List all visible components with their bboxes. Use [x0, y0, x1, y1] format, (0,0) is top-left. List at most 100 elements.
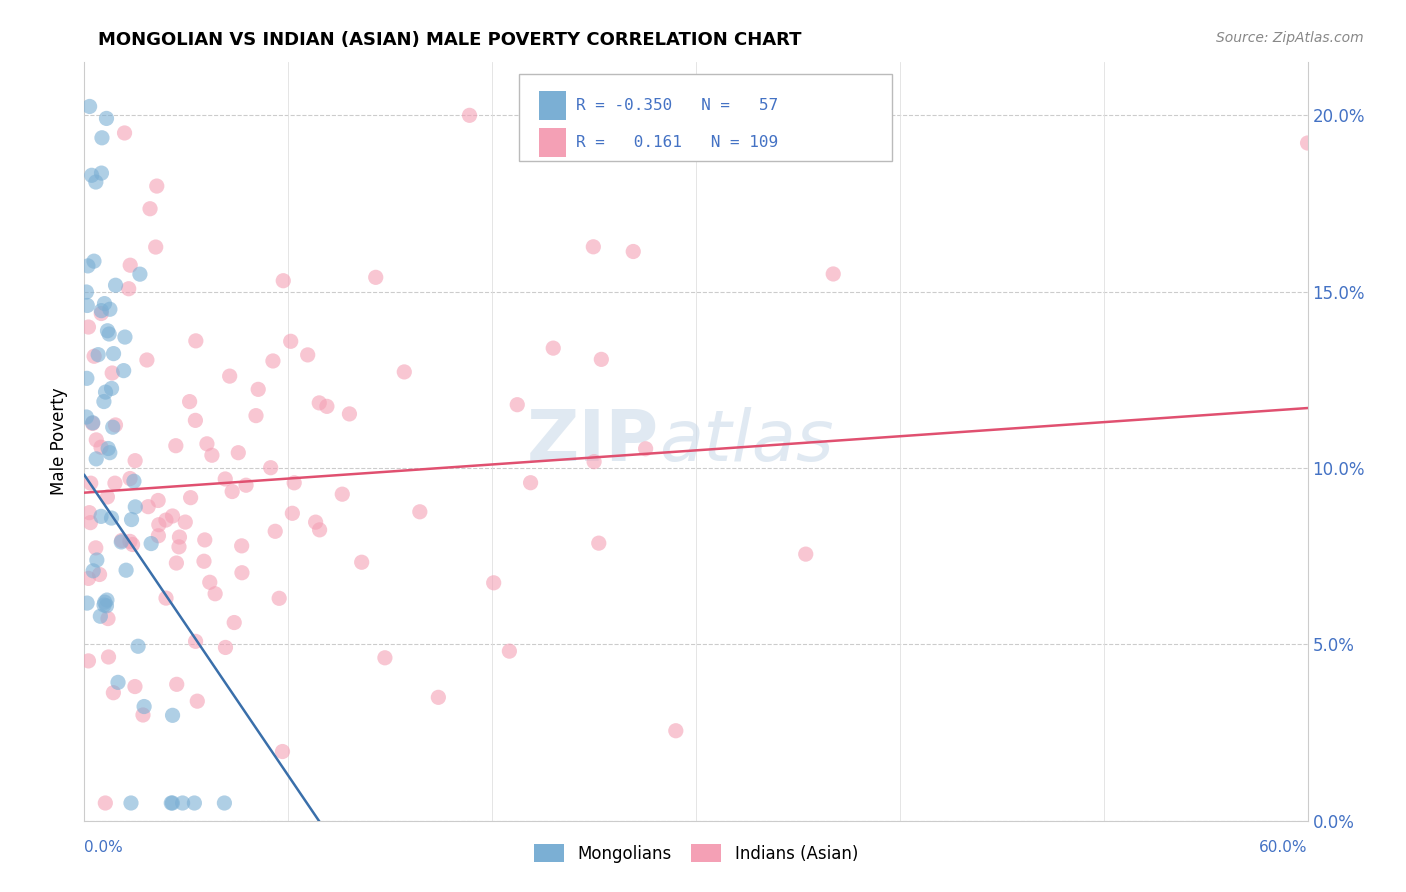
Point [76, 596, 98, 610]
Point [132, 708, 155, 723]
Point [823, 267, 845, 281]
Point [280, 334, 302, 349]
Point [121, 512, 143, 526]
Point [214, 472, 236, 486]
Point [79, 99, 101, 113]
Point [84, 541, 107, 555]
Point [245, 409, 267, 423]
Point [91, 130, 114, 145]
Point [283, 475, 305, 490]
Point [204, 587, 226, 601]
Point [148, 517, 170, 532]
Point [162, 708, 184, 723]
Point [231, 539, 253, 553]
Point [111, 533, 134, 548]
Point [167, 540, 190, 554]
Point [162, 508, 184, 523]
Point [172, 796, 194, 810]
Point [174, 515, 197, 529]
Point [179, 394, 201, 409]
Point [127, 640, 149, 654]
Point [541, 341, 564, 355]
Point [103, 686, 125, 700]
Point [129, 267, 152, 281]
Point [262, 354, 284, 368]
Point [84, 451, 107, 466]
Point [224, 615, 246, 630]
Point [482, 575, 505, 590]
Point [264, 524, 287, 539]
Point [304, 515, 326, 529]
Text: 0.0%: 0.0% [84, 839, 124, 855]
Point [169, 530, 191, 544]
Point [235, 478, 257, 492]
Point [82, 416, 104, 430]
Point [582, 240, 605, 254]
Point [427, 690, 450, 705]
Point [165, 556, 187, 570]
Point [184, 634, 207, 648]
Point [498, 644, 520, 658]
Point [519, 475, 541, 490]
Point [146, 493, 169, 508]
Point [146, 179, 169, 194]
Point [297, 348, 319, 362]
Point [107, 675, 129, 690]
Point [98, 326, 121, 341]
Point [271, 274, 294, 288]
Point [132, 699, 155, 714]
Point [75, 409, 97, 424]
Point [198, 575, 221, 590]
Text: MONGOLIAN VS INDIAN (ASIAN) MALE POVERTY CORRELATION CHART: MONGOLIAN VS INDIAN (ASIAN) MALE POVERTY… [98, 31, 801, 49]
Point [394, 365, 416, 379]
Text: R =   0.161   N = 109: R = 0.161 N = 109 [576, 136, 778, 151]
Bar [540, 91, 567, 120]
Point [104, 278, 127, 293]
Point [96, 593, 118, 607]
Text: Source: ZipAtlas.com: Source: ZipAtlas.com [1216, 31, 1364, 45]
Point [93, 394, 115, 409]
Point [148, 529, 170, 543]
Point [231, 566, 253, 580]
Point [80, 476, 103, 491]
Point [339, 407, 361, 421]
Point [118, 282, 141, 296]
Bar [540, 128, 567, 157]
Point [665, 723, 688, 738]
Point [1296, 136, 1319, 150]
Point [104, 417, 127, 432]
Point [90, 440, 112, 454]
Point [83, 254, 105, 268]
Point [271, 745, 294, 759]
Point [98, 445, 121, 459]
Point [110, 535, 132, 549]
Point [101, 366, 124, 380]
Point [104, 476, 127, 491]
Text: atlas: atlas [659, 407, 834, 476]
Point [374, 650, 396, 665]
Point [136, 500, 159, 514]
Point [114, 126, 136, 140]
Point [77, 571, 100, 585]
Point [124, 680, 146, 694]
Point [308, 396, 330, 410]
Point [79, 506, 101, 520]
Point [588, 536, 610, 550]
Point [96, 112, 118, 126]
Point [166, 677, 188, 691]
Point [90, 166, 112, 180]
Point [118, 471, 141, 485]
Point [77, 259, 100, 273]
Point [165, 439, 187, 453]
Point [194, 533, 217, 547]
Point [87, 348, 110, 362]
Point [634, 442, 657, 456]
Point [114, 330, 136, 344]
Point [98, 302, 121, 317]
Point [124, 453, 146, 467]
Point [269, 591, 291, 606]
Point [184, 334, 207, 348]
Point [308, 523, 330, 537]
Point [96, 599, 118, 613]
Point [583, 455, 606, 469]
